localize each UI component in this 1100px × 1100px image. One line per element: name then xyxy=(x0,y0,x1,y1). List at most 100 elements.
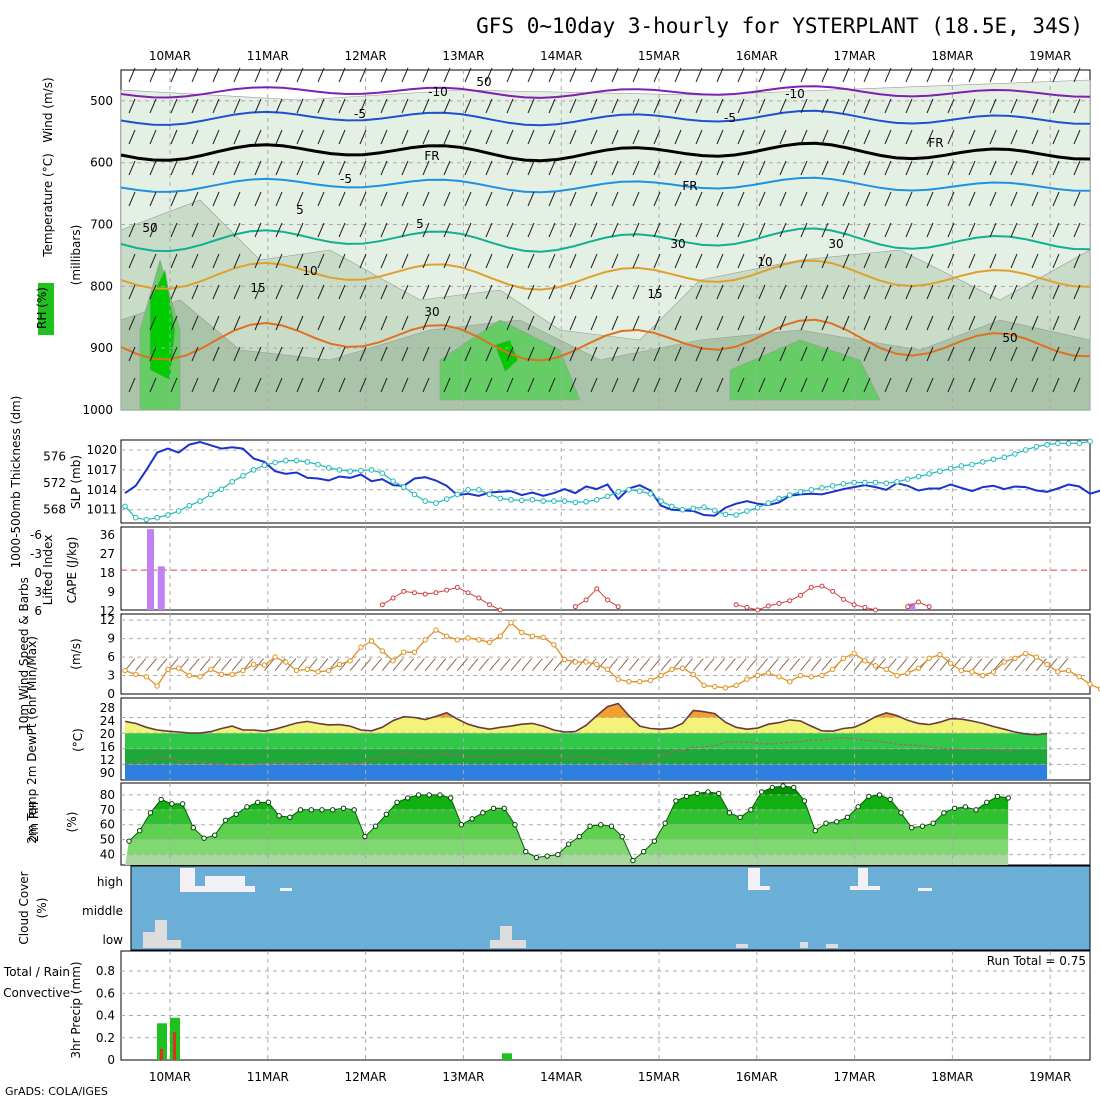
wind-barb xyxy=(569,129,577,145)
wind-barb xyxy=(296,98,304,114)
date-label-top: 13MAR xyxy=(442,49,484,63)
wind-barb xyxy=(947,67,955,83)
wind-barb xyxy=(779,253,787,269)
wind-barb xyxy=(737,315,745,331)
wind-barb xyxy=(464,129,472,145)
li-point xyxy=(755,607,761,613)
wind-barb xyxy=(149,222,157,238)
wind-tick-label: 0 xyxy=(107,687,115,701)
wind-barb xyxy=(338,129,346,145)
wind-barb xyxy=(317,346,325,362)
wind-barb xyxy=(1031,98,1039,114)
wind-barb xyxy=(443,222,451,238)
precip-panel: Run Total = 0.75 0.8 0.6 0.4 0.2 0 3hr Precip … xyxy=(3,950,1091,1067)
rh-point xyxy=(480,810,486,816)
wind-barb xyxy=(611,98,619,114)
wind-barb xyxy=(695,346,703,362)
contour-label: 10 xyxy=(302,264,317,278)
wind-barb xyxy=(737,222,745,238)
pressure-tick-label: 500 xyxy=(90,94,113,108)
wind-barb xyxy=(789,658,801,671)
wind-barb xyxy=(737,67,745,83)
rh-point xyxy=(158,796,164,803)
wind-barb xyxy=(1073,284,1081,300)
wind-barb xyxy=(128,253,136,269)
wind-barb xyxy=(422,377,430,393)
rh-band xyxy=(125,786,1009,795)
date-label-bottom: 11MAR xyxy=(247,1070,289,1084)
wind-barb xyxy=(695,284,703,300)
wind-barb xyxy=(716,129,724,145)
wind-barb xyxy=(506,67,514,83)
wind-barb xyxy=(716,222,724,238)
wind-barb xyxy=(506,160,514,176)
wind-barb xyxy=(1010,284,1018,300)
li-point xyxy=(787,598,793,604)
wind-barb xyxy=(653,67,661,83)
wind-barb xyxy=(1073,98,1081,114)
chart-title: GFS 0~10day 3-hourly for YSTERPLANT (18.… xyxy=(476,14,1083,38)
rh-point xyxy=(169,801,175,807)
wind-barb xyxy=(149,98,157,114)
wind-barb xyxy=(843,658,854,671)
wind-barb xyxy=(800,129,808,145)
slp-line xyxy=(124,440,1100,517)
wind-barb xyxy=(254,160,262,176)
contour-label: 10 xyxy=(757,255,772,269)
wind-barb xyxy=(884,284,892,300)
wind-barb xyxy=(569,222,577,238)
wind-barb xyxy=(233,284,241,300)
wind-barb xyxy=(842,284,850,300)
wind-barb xyxy=(149,315,157,331)
rh-point xyxy=(287,814,293,820)
thickness-point xyxy=(840,481,847,487)
temp-tick-label: 12 xyxy=(100,753,115,767)
rh-point xyxy=(587,823,593,829)
wind-barb xyxy=(422,160,430,176)
wind-barb xyxy=(457,658,468,671)
wind-barb xyxy=(639,658,651,671)
rh-point xyxy=(319,807,325,813)
wind-barb xyxy=(1010,346,1018,362)
rh-point xyxy=(619,833,625,840)
wind-barb xyxy=(128,191,136,207)
thickness-point xyxy=(165,512,171,518)
precip-conv-bar xyxy=(160,1048,163,1060)
wind-barb xyxy=(443,315,451,331)
wind-barb xyxy=(779,346,787,362)
wind-barb xyxy=(401,98,409,114)
wind-barb xyxy=(947,315,955,331)
rh-legend-swatch xyxy=(38,283,54,335)
wind-barb xyxy=(443,67,451,83)
footer-credit: GrADS: COLA/IGES xyxy=(5,1085,108,1098)
wind-barb xyxy=(443,284,451,300)
pressure-tick-label: 900 xyxy=(90,341,113,355)
rh-band xyxy=(125,824,1009,840)
temp-contour-15 xyxy=(120,259,1091,291)
wind-barb xyxy=(464,346,472,362)
wind-barb xyxy=(464,377,472,393)
thickness-point xyxy=(561,498,568,504)
thickness-point xyxy=(658,498,664,504)
wind-speed-point xyxy=(690,671,696,678)
wind-barb xyxy=(1031,315,1039,331)
wind-speed-point xyxy=(915,665,922,671)
panel-frame xyxy=(120,950,1091,1061)
axis-label: Wind (m/s) xyxy=(41,77,55,142)
wind-barb xyxy=(170,160,178,176)
thickness-point xyxy=(315,461,321,468)
wind-barb xyxy=(506,253,514,269)
wind-barb xyxy=(233,98,241,114)
wind-barb xyxy=(905,129,913,145)
wind-barb xyxy=(424,658,436,671)
rh-point xyxy=(748,807,754,813)
wind-barb xyxy=(485,191,493,207)
wind-barb xyxy=(380,222,388,238)
li-point xyxy=(851,602,857,608)
li-line xyxy=(575,588,619,608)
wind-barb xyxy=(233,191,241,207)
thickness-point xyxy=(336,467,343,473)
wind-barb xyxy=(821,98,829,114)
wind-barb xyxy=(254,98,262,114)
